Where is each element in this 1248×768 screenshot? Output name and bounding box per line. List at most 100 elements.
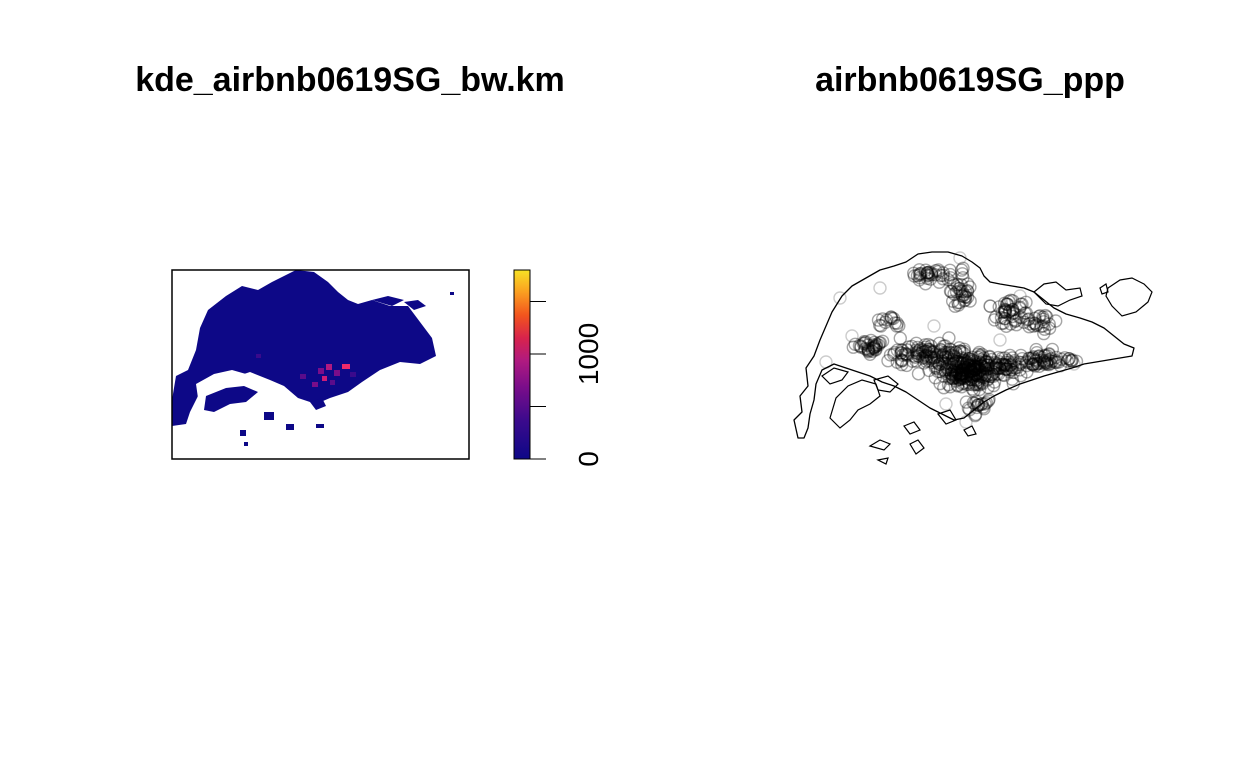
ppp-point bbox=[941, 363, 956, 377]
ppp-point bbox=[1005, 360, 1019, 374]
ppp-point bbox=[954, 371, 969, 385]
ppp-point bbox=[1019, 295, 1033, 309]
ppp-point bbox=[989, 358, 1004, 372]
ppp-point bbox=[954, 370, 968, 385]
kde-hotspot bbox=[330, 380, 335, 385]
ppp-point bbox=[1003, 358, 1017, 373]
ppp-point bbox=[936, 347, 950, 362]
ppp-point bbox=[995, 316, 1009, 331]
ppp-point bbox=[942, 331, 956, 345]
ppp-point bbox=[986, 378, 1001, 393]
ppp-point bbox=[960, 284, 975, 298]
ppp-point bbox=[1037, 355, 1052, 370]
ppp-point bbox=[1034, 350, 1049, 364]
ppp-point bbox=[884, 310, 898, 325]
ppp-point bbox=[1037, 322, 1052, 336]
ppp-point bbox=[911, 344, 925, 359]
ppp-point bbox=[945, 371, 960, 385]
ppp-point bbox=[966, 370, 981, 384]
ppp-point bbox=[1005, 303, 1020, 317]
ppp-point bbox=[972, 345, 986, 360]
ppp-point bbox=[950, 277, 965, 292]
ppp-point bbox=[1054, 352, 1069, 366]
ppp-point bbox=[925, 345, 940, 359]
ppp-point bbox=[920, 350, 934, 364]
ppp-point bbox=[872, 338, 886, 352]
ppp-point bbox=[969, 367, 983, 381]
ppp-point bbox=[939, 348, 953, 362]
ppp-point bbox=[960, 358, 974, 372]
ppp-point bbox=[984, 369, 998, 384]
ppp-point bbox=[990, 361, 1004, 375]
ppp-point bbox=[952, 367, 967, 382]
ppp-point bbox=[935, 356, 949, 370]
ppp-point bbox=[1027, 357, 1041, 371]
ppp-point bbox=[1027, 352, 1041, 367]
ppp-point bbox=[948, 299, 962, 313]
ppp-point bbox=[1020, 355, 1034, 370]
ppp-point bbox=[941, 272, 955, 287]
ppp-point bbox=[1002, 294, 1016, 309]
ppp-point bbox=[998, 312, 1012, 326]
ppp-point bbox=[933, 376, 947, 391]
ppp-point bbox=[894, 346, 908, 360]
ppp-point bbox=[932, 275, 946, 289]
ppp-point bbox=[947, 349, 961, 363]
ppp-point bbox=[974, 397, 988, 412]
kde-island bbox=[264, 412, 274, 420]
ppp-point bbox=[1002, 304, 1017, 319]
ppp-point bbox=[966, 396, 980, 410]
ppp-point bbox=[960, 355, 974, 370]
ppp-point bbox=[1004, 357, 1018, 371]
ppp-island bbox=[936, 409, 957, 425]
ppp-point bbox=[938, 350, 952, 364]
ppp-point bbox=[972, 364, 987, 378]
ppp-point bbox=[956, 370, 970, 385]
ppp-point bbox=[967, 367, 981, 382]
ppp-point bbox=[883, 348, 898, 362]
ppp-point bbox=[1039, 310, 1054, 324]
ppp-point bbox=[902, 340, 916, 354]
ppp-point bbox=[960, 290, 975, 305]
ppp-point bbox=[913, 268, 927, 282]
kde-island bbox=[450, 292, 454, 295]
ppp-point bbox=[875, 334, 890, 348]
ppp-point bbox=[1032, 349, 1046, 364]
ppp-point bbox=[1011, 360, 1025, 374]
ppp-point bbox=[938, 364, 953, 379]
ppp-point bbox=[942, 352, 956, 366]
ppp-point bbox=[958, 360, 972, 374]
ppp-point bbox=[989, 358, 1003, 373]
ppp-point bbox=[872, 336, 886, 350]
ppp-point bbox=[956, 356, 970, 370]
ppp-point bbox=[1027, 311, 1042, 325]
ppp-point bbox=[971, 366, 985, 380]
ppp-point bbox=[1037, 326, 1051, 341]
ppp-point bbox=[1007, 354, 1022, 368]
ppp-point bbox=[955, 345, 969, 359]
ppp-point bbox=[995, 351, 1009, 365]
ppp-point bbox=[932, 336, 947, 350]
kde-water-cutout bbox=[196, 370, 246, 398]
ppp-point bbox=[964, 352, 979, 367]
ppp-point bbox=[1049, 355, 1064, 370]
ppp-point bbox=[989, 310, 1003, 324]
ppp-point bbox=[959, 415, 973, 429]
ppp-point bbox=[911, 349, 925, 363]
ppp-point bbox=[936, 266, 950, 280]
ppp-point bbox=[971, 369, 985, 383]
ppp-point bbox=[968, 362, 983, 377]
kde-hotspot bbox=[318, 368, 324, 374]
ppp-point bbox=[976, 370, 990, 384]
ppp-point bbox=[1000, 362, 1015, 377]
ppp-point bbox=[960, 368, 975, 382]
ppp-point bbox=[986, 367, 1000, 382]
ppp-point bbox=[1013, 301, 1027, 315]
ppp-point bbox=[1012, 310, 1027, 324]
ppp-point bbox=[953, 251, 967, 265]
ppp-point bbox=[954, 278, 968, 292]
ppp-point bbox=[946, 352, 960, 367]
ppp-point bbox=[1017, 315, 1031, 329]
ppp-point bbox=[995, 357, 1009, 372]
ppp-point bbox=[1006, 305, 1021, 320]
